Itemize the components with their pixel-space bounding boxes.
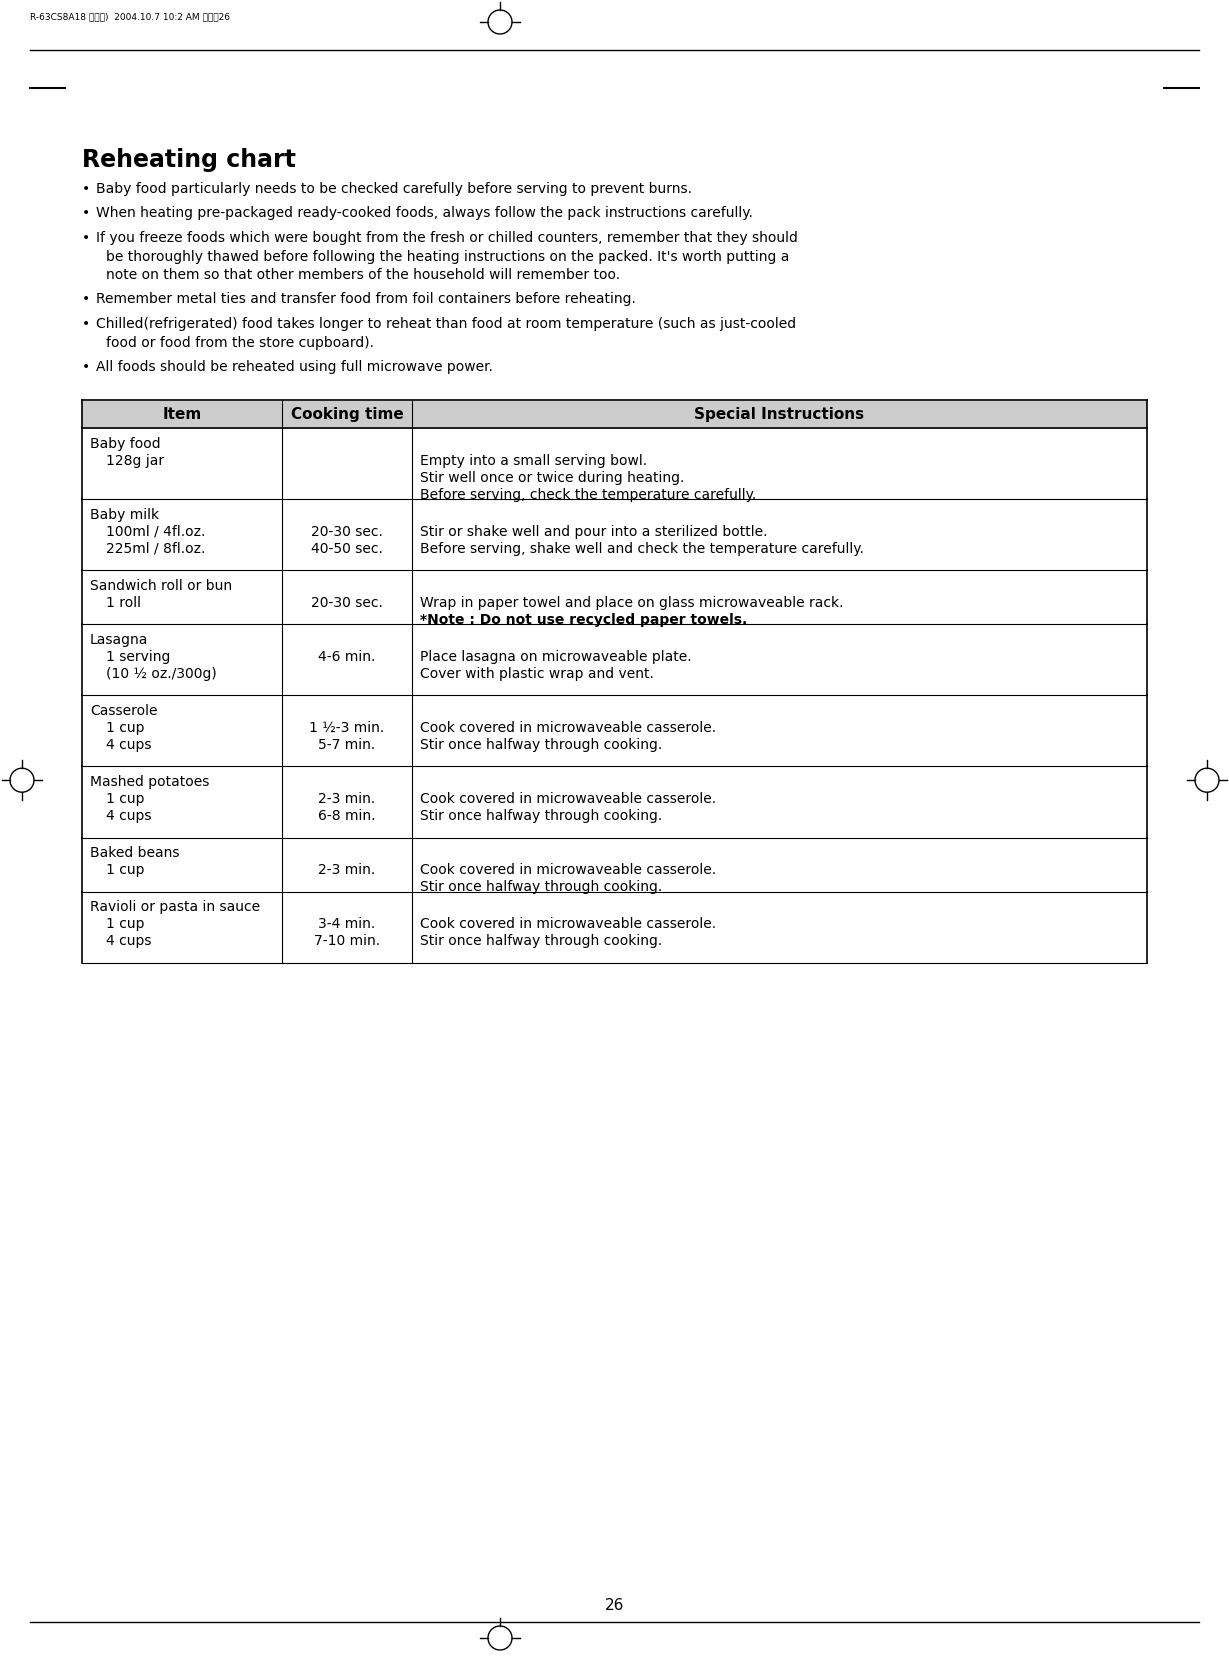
Text: 26: 26 — [605, 1597, 624, 1612]
Text: 7-10 min.: 7-10 min. — [313, 933, 380, 948]
Text: All foods should be reheated using full microwave power.: All foods should be reheated using full … — [96, 360, 493, 374]
Text: Before serving, shake well and check the temperature carefully.: Before serving, shake well and check the… — [420, 541, 864, 556]
Text: 20-30 sec.: 20-30 sec. — [311, 596, 383, 609]
Text: Stir well once or twice during heating.: Stir well once or twice during heating. — [420, 470, 685, 485]
Text: Stir once halfway through cooking.: Stir once halfway through cooking. — [420, 737, 662, 752]
Text: •: • — [82, 231, 90, 246]
Text: Place lasagna on microwaveable plate.: Place lasagna on microwaveable plate. — [420, 649, 692, 664]
Text: 1 cup: 1 cup — [106, 792, 145, 805]
Text: Cook covered in microwaveable casserole.: Cook covered in microwaveable casserole. — [420, 792, 717, 805]
Text: •: • — [82, 292, 90, 307]
Text: Mashed potatoes: Mashed potatoes — [90, 775, 209, 788]
Text: 225ml / 8fl.oz.: 225ml / 8fl.oz. — [106, 541, 205, 556]
Text: food or food from the store cupboard).: food or food from the store cupboard). — [106, 335, 374, 350]
Text: Wrap in paper towel and place on glass microwaveable rack.: Wrap in paper towel and place on glass m… — [420, 596, 843, 609]
Text: Baby food: Baby food — [90, 437, 161, 450]
Text: 1 serving: 1 serving — [106, 649, 171, 664]
Text: note on them so that other members of the household will remember too.: note on them so that other members of th… — [106, 267, 621, 282]
Text: 4 cups: 4 cups — [106, 808, 151, 822]
Bar — [82, 400, 1147, 428]
Text: Baby food particularly needs to be checked carefully before serving to prevent b: Baby food particularly needs to be check… — [96, 183, 692, 196]
Text: 2-3 min.: 2-3 min. — [318, 863, 376, 876]
Text: 1 ½-3 min.: 1 ½-3 min. — [310, 720, 385, 734]
Text: 4 cups: 4 cups — [106, 933, 151, 948]
Text: •: • — [82, 360, 90, 374]
Text: 1 cup: 1 cup — [106, 863, 145, 876]
Text: Stir once halfway through cooking.: Stir once halfway through cooking. — [420, 933, 662, 948]
Text: Stir once halfway through cooking.: Stir once halfway through cooking. — [420, 880, 662, 893]
Text: 4-6 min.: 4-6 min. — [318, 649, 376, 664]
Text: R-63CS8A18 영기본)  2004.10.7 10:2 AM 페이지26: R-63CS8A18 영기본) 2004.10.7 10:2 AM 페이지26 — [29, 12, 230, 22]
Text: 128g jar: 128g jar — [106, 453, 165, 468]
Text: *Note : Do not use recycled paper towels.: *Note : Do not use recycled paper towels… — [420, 613, 747, 626]
Text: Stir or shake well and pour into a sterilized bottle.: Stir or shake well and pour into a steri… — [420, 525, 767, 538]
Text: •: • — [82, 183, 90, 196]
Text: 3-4 min.: 3-4 min. — [318, 916, 376, 931]
Text: 40-50 sec.: 40-50 sec. — [311, 541, 383, 556]
Text: Lasagna: Lasagna — [90, 632, 149, 646]
Text: Cook covered in microwaveable casserole.: Cook covered in microwaveable casserole. — [420, 916, 717, 931]
Text: Sandwich roll or bun: Sandwich roll or bun — [90, 578, 232, 593]
Text: Special Instructions: Special Instructions — [694, 407, 864, 422]
Text: Cooking time: Cooking time — [290, 407, 403, 422]
Text: If you freeze foods which were bought from the fresh or chilled counters, rememb: If you freeze foods which were bought fr… — [96, 231, 798, 246]
Text: Reheating chart: Reheating chart — [82, 148, 296, 173]
Text: 2-3 min.: 2-3 min. — [318, 792, 376, 805]
Text: •: • — [82, 317, 90, 330]
Text: 4 cups: 4 cups — [106, 737, 151, 752]
Text: Casserole: Casserole — [90, 704, 157, 717]
Text: •: • — [82, 206, 90, 221]
Text: be thoroughly thawed before following the heating instructions on the packed. It: be thoroughly thawed before following th… — [106, 249, 789, 264]
Text: 20-30 sec.: 20-30 sec. — [311, 525, 383, 538]
Text: (10 ½ oz./300g): (10 ½ oz./300g) — [106, 667, 216, 681]
Text: 1 cup: 1 cup — [106, 916, 145, 931]
Text: Cook covered in microwaveable casserole.: Cook covered in microwaveable casserole. — [420, 863, 717, 876]
Text: Baked beans: Baked beans — [90, 845, 179, 860]
Text: Item: Item — [162, 407, 202, 422]
Text: Ravioli or pasta in sauce: Ravioli or pasta in sauce — [90, 900, 261, 913]
Text: 6-8 min.: 6-8 min. — [318, 808, 376, 822]
Text: Empty into a small serving bowl.: Empty into a small serving bowl. — [420, 453, 648, 468]
Text: Chilled(refrigerated) food takes longer to reheat than food at room temperature : Chilled(refrigerated) food takes longer … — [96, 317, 796, 330]
Text: 100ml / 4fl.oz.: 100ml / 4fl.oz. — [106, 525, 205, 538]
Text: Stir once halfway through cooking.: Stir once halfway through cooking. — [420, 808, 662, 822]
Text: When heating pre-packaged ready-cooked foods, always follow the pack instruction: When heating pre-packaged ready-cooked f… — [96, 206, 753, 221]
Text: Before serving, check the temperature carefully.: Before serving, check the temperature ca… — [420, 488, 756, 501]
Text: Cover with plastic wrap and vent.: Cover with plastic wrap and vent. — [420, 667, 654, 681]
Text: Cook covered in microwaveable casserole.: Cook covered in microwaveable casserole. — [420, 720, 717, 734]
Text: 1 cup: 1 cup — [106, 720, 145, 734]
Text: Remember metal ties and transfer food from foil containers before reheating.: Remember metal ties and transfer food fr… — [96, 292, 635, 307]
Text: 5-7 min.: 5-7 min. — [318, 737, 376, 752]
Text: Baby milk: Baby milk — [90, 508, 159, 521]
Text: 1 roll: 1 roll — [106, 596, 141, 609]
